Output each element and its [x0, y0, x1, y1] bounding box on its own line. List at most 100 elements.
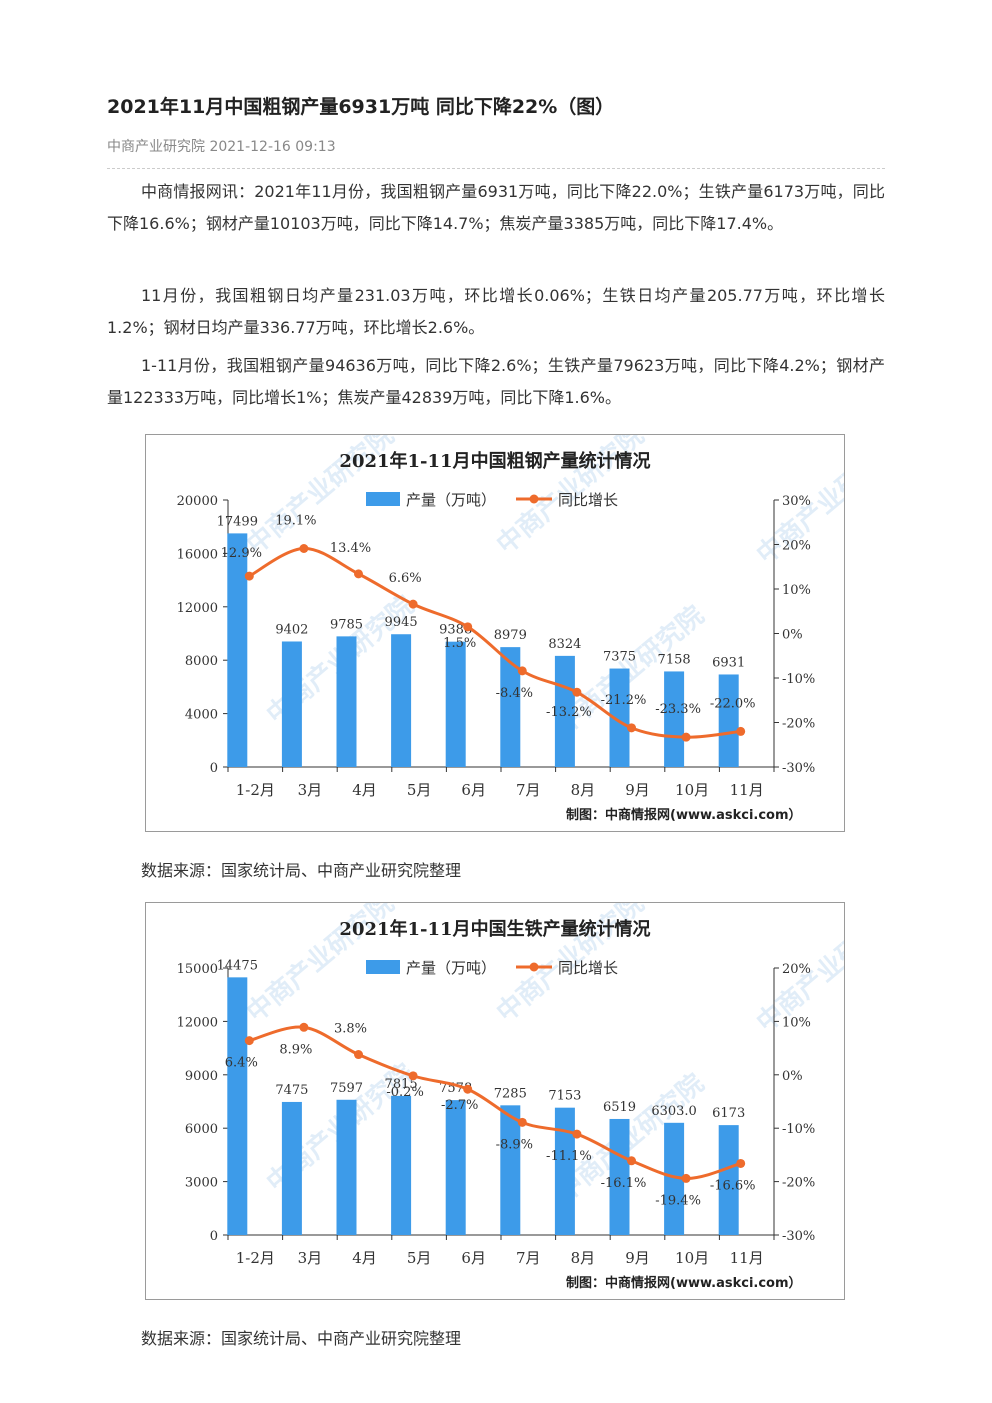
x-tick-label: 9月: [625, 1249, 650, 1267]
line-value-label: -8.4%: [496, 686, 533, 701]
y-right-tick-label: -30%: [782, 1229, 815, 1244]
x-tick-label: 8月: [571, 1249, 596, 1267]
line-value-label: -0.2%: [386, 1085, 423, 1100]
y-right-tick-label: 10%: [782, 1015, 811, 1030]
bar: [336, 1099, 357, 1235]
bar-value-label: 7153: [548, 1089, 581, 1104]
x-tick-label: 5月: [407, 781, 432, 799]
bar-value-label: 7158: [658, 652, 691, 667]
legend-line-marker: [529, 962, 539, 972]
y-right-tick-label: 30%: [782, 494, 811, 509]
y-right-tick-label: -20%: [782, 1176, 815, 1191]
chart-pig-iron-svg: 中商产业研究院中商产业研究院中商产业研究院中商产业研究院中商产业研究院2021年…: [177, 903, 844, 1291]
bar-value-label: 6519: [603, 1100, 636, 1115]
chart-credit: 制图：中商情报网(www.askci.com）: [566, 1275, 802, 1291]
figure-source-1: 数据来源：国家统计局、中商产业研究院整理: [141, 861, 462, 880]
bar-value-label: 6931: [712, 655, 745, 670]
bar: [718, 674, 739, 767]
bar: [391, 634, 412, 767]
bar: [445, 1100, 466, 1235]
x-tick-label: 3月: [298, 781, 323, 799]
legend-bar-swatch: [366, 960, 400, 974]
legend-line-label: 同比增长: [558, 959, 618, 977]
bar-value-label: 6303.0: [651, 1104, 697, 1119]
bar: [718, 1125, 739, 1235]
bar-value-label: 7597: [330, 1081, 363, 1096]
y-left-tick-label: 6000: [185, 1122, 218, 1137]
article-meta: 中商产业研究院 2021-12-16 09:13: [107, 136, 336, 156]
y-left-tick-label: 0: [210, 1229, 218, 1244]
bar-value-label: 14475: [217, 958, 258, 973]
x-tick-label: 1-2月: [236, 781, 275, 799]
bar-value-label: 9402: [275, 622, 308, 637]
legend-bar-label: 产量（万吨）: [406, 959, 496, 977]
x-tick-label: 10月: [675, 781, 709, 799]
y-left-tick-label: 4000: [185, 708, 218, 723]
line-value-label: -16.6%: [710, 1178, 756, 1193]
article-datetime: 2021-12-16 09:13: [209, 139, 336, 155]
chart-title: 2021年1-11月中国粗钢产量统计情况: [339, 450, 650, 472]
line-value-label: -2.7%: [441, 1098, 478, 1113]
line-point: [463, 1084, 473, 1094]
bar: [281, 1101, 302, 1235]
line-point: [627, 723, 636, 733]
line-point: [244, 1036, 254, 1046]
y-right-tick-label: 20%: [782, 962, 811, 977]
x-tick-label: 4月: [352, 781, 377, 799]
line-value-label: -8.9%: [496, 1137, 533, 1152]
bar: [281, 641, 302, 767]
line-value-label: 19.1%: [275, 514, 316, 529]
chart-title: 2021年1-11月中国生铁产量统计情况: [339, 918, 650, 940]
line-value-label: -21.2%: [601, 693, 647, 708]
bar-value-label: 9945: [385, 615, 418, 630]
y-left-tick-label: 20000: [177, 494, 218, 509]
bar-value-label: 7285: [494, 1086, 527, 1101]
divider: [107, 168, 885, 169]
bar-value-label: 8979: [494, 628, 527, 643]
x-tick-label: 5月: [407, 1249, 432, 1267]
y-right-tick-label: 0%: [782, 1069, 803, 1084]
bar: [609, 1118, 630, 1235]
bar-value-label: 6173: [712, 1106, 745, 1121]
legend-line-label: 同比增长: [558, 491, 618, 509]
y-left-tick-label: 16000: [177, 547, 218, 562]
bar-value-label: 8324: [548, 637, 581, 652]
bar: [664, 671, 685, 767]
y-right-tick-label: -20%: [782, 717, 815, 732]
y-right-tick-label: 0%: [782, 628, 803, 643]
bar: [554, 655, 575, 767]
line-point: [244, 571, 254, 581]
line-point: [408, 1071, 418, 1081]
y-left-tick-label: 9000: [185, 1069, 218, 1084]
x-tick-label: 3月: [298, 1249, 323, 1267]
y-left-tick-label: 12000: [177, 1015, 218, 1030]
x-tick-label: 7月: [516, 1249, 541, 1267]
y-left-tick-label: 8000: [185, 654, 218, 669]
x-tick-label: 7月: [516, 781, 541, 799]
line-value-label: -16.1%: [601, 1176, 647, 1191]
chart-crude-steel-svg: 中商产业研究院中商产业研究院中商产业研究院中商产业研究院中商产业研究院2021年…: [177, 435, 844, 823]
line-value-label: -23.3%: [655, 702, 701, 717]
legend-bar-label: 产量（万吨）: [406, 491, 496, 509]
line-point: [681, 1173, 691, 1183]
line-point: [354, 1050, 363, 1060]
y-right-tick-label: -10%: [782, 672, 815, 687]
bar-value-label: 7578: [439, 1081, 472, 1096]
y-left-tick-label: 15000: [177, 962, 218, 977]
paragraph-3: 1-11月份，我国粗钢产量94636万吨，同比下降2.6%；生铁产量79623万…: [107, 356, 885, 407]
line-value-label: 1.5%: [443, 636, 476, 651]
x-tick-label: 4月: [352, 1249, 377, 1267]
y-right-tick-label: 10%: [782, 583, 811, 598]
line-value-label: 6.6%: [389, 571, 422, 586]
line-value-label: 13.4%: [330, 541, 371, 556]
line-point: [299, 544, 309, 554]
x-tick-label: 6月: [461, 1249, 486, 1267]
chart-crude-steel: 中商产业研究院中商产业研究院中商产业研究院中商产业研究院中商产业研究院2021年…: [145, 434, 845, 832]
y-left-tick-label: 12000: [177, 601, 218, 616]
bar: [500, 1105, 521, 1235]
bar: [500, 647, 521, 767]
x-tick-label: 9月: [625, 781, 650, 799]
line-point: [572, 1129, 582, 1139]
line-point: [736, 726, 746, 736]
paragraph-1: 中商情报网讯：2021年11月份，我国粗钢产量6931万吨，同比下降22.0%；…: [107, 182, 885, 233]
